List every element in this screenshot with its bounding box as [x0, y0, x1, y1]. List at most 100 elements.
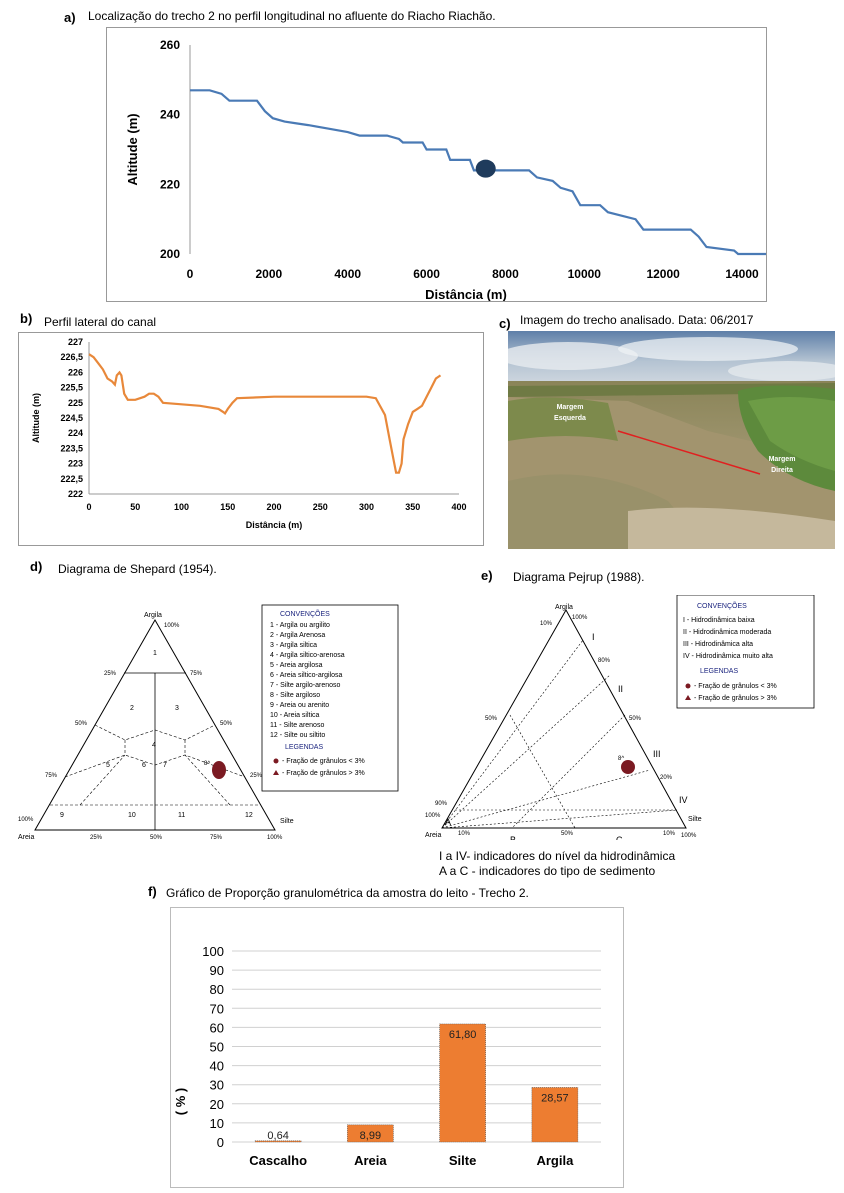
pejrup-zone-label: IV: [679, 795, 688, 805]
pejrup-diagram: Argila 100% Areia 100% Silte 100% 10% 50…: [425, 595, 815, 840]
profile-line: [190, 89, 774, 256]
pejrup-point-label: 8^: [618, 756, 624, 762]
shepard-right-tick-1: 75%: [190, 671, 203, 677]
x-tick-label: 50: [130, 502, 140, 512]
shepard-legend-item: 9 - Areia ou arenito: [270, 702, 329, 709]
shepard-legend-item: 6 - Areia siltico-argilosa: [270, 672, 342, 679]
pejrup-zone-label: I: [592, 632, 595, 642]
x-tick-label: 300: [359, 502, 374, 512]
y-tick-label: 224: [68, 428, 83, 438]
svg-text:9: 9: [60, 812, 64, 819]
svg-text:6: 6: [142, 762, 146, 769]
x-tick-label: 6000: [413, 267, 440, 281]
y-tick-label: 220: [160, 177, 180, 191]
x-tick-label: 14000: [725, 267, 759, 281]
shepard-bottom-tick-1: 25%: [90, 835, 103, 841]
pejrup-right-tick-1: 80%: [598, 658, 611, 664]
y-tick-label: 226,5: [60, 352, 83, 362]
panel-a-caption: Localização do trecho 2 no perfil longit…: [88, 9, 496, 23]
pejrup-legend-item: II - Hidrodinâmica moderada: [683, 629, 771, 636]
x-tick-label: 200: [266, 502, 281, 512]
y-tick-label: 50: [210, 1040, 224, 1055]
label-margem-direita-2: Direita: [771, 467, 793, 474]
svg-text:11: 11: [178, 812, 185, 819]
cross-section-line: [88, 353, 442, 474]
pejrup-left-tick-2: 50%: [485, 716, 498, 722]
svg-text:3: 3: [175, 705, 179, 712]
shepard-right-tick-2: 50%: [220, 721, 233, 727]
shepard-legend-item: 10 - Areia siltica: [270, 712, 320, 719]
shepard-diagram: 12 3 45 6 79 10 11 12 Argila 100% Areia 100%…: [18, 604, 399, 841]
svg-text:12: 12: [245, 812, 253, 819]
y-tick-label: 223,5: [60, 443, 83, 453]
y-tick-label: 100: [202, 944, 224, 959]
bar-areia: [347, 1124, 394, 1143]
x-tick-label: 0: [187, 267, 194, 281]
x-tick-label: 400: [451, 502, 466, 512]
pejrup-legend-mark: - Fração de grânulos > 3%: [694, 695, 777, 702]
panel-c-letter: c): [499, 316, 511, 331]
chart-a-frame: 200 220 240 260 0 2000 4000 6000 8000 10000 12000 1…: [106, 27, 774, 302]
pejrup-right-tick-3: 20%: [660, 775, 673, 781]
bar-value-label: 8,99: [360, 1130, 381, 1142]
pejrup-zone-label: III: [653, 749, 661, 759]
y-axis-title: Altitude (m): [31, 393, 41, 443]
shepard-legend-item: 3 - Argila siltica: [270, 642, 317, 649]
x-axis-title: Distância (m): [246, 520, 303, 530]
chart-f-frame: 0 10 20 30 40 50 60 70 80 90 100 0,64 Cascalho 8,99 Ar…: [170, 907, 624, 1188]
shepard-legend-mark: - Fração de grânulos < 3%: [282, 758, 365, 765]
y-tick-label: 225: [68, 398, 83, 408]
y-tick-label: 223: [68, 459, 83, 469]
shepard-legend-item: 7 - Silte argilo-arenoso: [270, 682, 341, 689]
panel-b-letter: b): [20, 311, 33, 326]
pejrup-apex-left: Areia: [425, 832, 441, 839]
svg-text:2: 2: [130, 705, 134, 712]
pejrup-class-label: C: [616, 835, 623, 840]
y-tick-label: 200: [160, 247, 180, 261]
panel-e-letter: e): [481, 568, 493, 583]
bar-value-label: 28,57: [541, 1092, 569, 1104]
shepard-pct-top: 100%: [164, 623, 180, 629]
shepard-legend-title: CONVENÇÕES: [280, 609, 330, 618]
y-axis-title: ( % ): [173, 1088, 188, 1115]
shepard-apex-right: Silte: [280, 818, 294, 825]
y-tick-label: 20: [210, 1097, 224, 1112]
shepard-legend-item: 2 - Argila Arenosa: [270, 632, 325, 639]
shepard-legend-item: 12 - Silte ou siltito: [270, 732, 325, 739]
pejrup-left-tick-1: 10%: [540, 621, 553, 627]
shepard-left-tick-1: 25%: [104, 671, 117, 677]
chart-a-longitudinal-profile: 200 220 240 260 0 2000 4000 6000 8000 10000 12000 1…: [125, 38, 774, 302]
shepard-apex-top: Argila: [144, 612, 162, 619]
x-category-label: Argila: [536, 1153, 574, 1168]
pejrup-legend-item: IV - Hidrodinâmica muito alta: [683, 653, 773, 660]
y-tick-label: 60: [210, 1020, 224, 1035]
y-tick-label: 30: [210, 1078, 224, 1093]
pejrup-bottom-tick-3: 10%: [663, 831, 676, 837]
pejrup-note-2: A a C - indicadores do tipo de sedimento: [439, 864, 656, 878]
pejrup-legend-item: I - Hidrodinâmica baixa: [683, 617, 755, 624]
pejrup-legend-item: III - Hidrodinâmica alta: [683, 641, 753, 648]
y-tick-label: 222,5: [60, 474, 83, 484]
x-tick-label: 250: [313, 502, 328, 512]
y-axis-title: Altitude (m): [125, 113, 140, 185]
shepard-apex-left: Areia: [18, 834, 34, 841]
shepard-legend-item: 1 - Argila ou argilito: [270, 622, 330, 629]
x-axis-title: Distância (m): [425, 287, 507, 301]
chart-f-grain-size-bars: 0 10 20 30 40 50 60 70 80 90 100 0,64 Cascalho 8,99 Ar…: [173, 944, 601, 1168]
label-margem-esquerda-2: Esquerda: [554, 415, 586, 422]
shepard-sample-point: [212, 761, 226, 779]
pejrup-sample-point: [621, 760, 635, 774]
shepard-right-tick-3: 25%: [250, 773, 263, 779]
panel-a-letter: a): [64, 10, 76, 25]
bar-silte: [439, 1023, 486, 1143]
bar-argila: [531, 1087, 579, 1143]
pejrup-zone-label: II: [618, 684, 623, 694]
chart-b-frame: 222 222,5 223 223,5 224 224,5 225 225,5 226 226,5…: [18, 332, 484, 546]
shepard-legend-item: 4 - Argila siltico-arenosa: [270, 652, 345, 659]
y-tick-label: 40: [210, 1059, 224, 1074]
shepard-left-tick-2: 50%: [75, 721, 88, 727]
x-tick-label: 100: [174, 502, 189, 512]
shepard-point-label: 8^: [204, 761, 210, 767]
shepard-pct-right: 100%: [267, 835, 283, 841]
x-tick-label: 8000: [492, 267, 519, 281]
